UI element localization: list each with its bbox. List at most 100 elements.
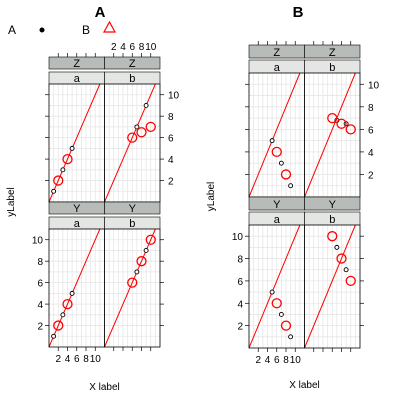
set-b-xtick-label-bottom-0: 2: [255, 355, 261, 366]
set-a-panel-y-b-strip-row: [104, 201, 161, 215]
set-a-panel-z-b-small-point-1: [143, 103, 149, 108]
set-a-panel-y-b-strip-row-label: Y: [129, 203, 137, 215]
set-a-panel-z-a-strip-row-label: Z: [73, 58, 80, 70]
set-b-panel-y-a-reference-line: [248, 224, 301, 349]
set-b-panel-y-a-strip-row-label: Y: [273, 199, 281, 211]
set-a-panel-z-a-small-point-2: [69, 145, 75, 151]
set-b-panel-y-b-strip-row: [304, 196, 361, 211]
set-b-panel-y-a-small-point-2: [288, 334, 294, 340]
set-a-panel-y-a-large-point-0: [53, 320, 64, 331]
set-a-ytick-label-top-0: 2: [168, 177, 174, 188]
set-a-xtick-label-top-3: 8: [139, 42, 145, 53]
set-a-panel-z-a-strip-col-label: a: [74, 73, 81, 85]
set-a-panel-z-b-small-point-0: [134, 124, 140, 130]
set-a-panel-y-b-strip-col-label: b: [129, 218, 135, 230]
set-a-panel-y-a-small-point-0: [51, 333, 57, 339]
set-b-xtick-label-bottom-3: 8: [283, 355, 289, 366]
set-b-panel-z-b-strip-row-label: Z: [329, 47, 336, 59]
set-b-panel-z-a-strip-row-label: Z: [273, 47, 280, 59]
set-b-ytick-label-bottom-1: 4: [237, 299, 243, 310]
set-a-ytick-label-bottom-1: 4: [37, 300, 43, 311]
set-b-panel-z-a-strip-col-label: a: [274, 62, 281, 74]
set-a-ytick-label-top-3: 8: [168, 112, 174, 123]
set-b-ytick-label-top-4: 10: [368, 80, 380, 91]
set-b-panel-z-a-reference-line: [248, 72, 301, 198]
set-a-panel-y-a-strip-row-label: Y: [73, 203, 81, 215]
set-a-panel-z-b-large-point-2: [145, 121, 156, 133]
set-b-ytick-label-bottom-0: 2: [237, 322, 243, 333]
set-a-xtick-label-bottom-4: 10: [90, 354, 102, 365]
set-b-panel-y-a-large-point-1: [280, 320, 292, 331]
set-b-panel-y-b-strip-row-label: Y: [329, 199, 337, 211]
legend-marker-dot: [39, 27, 45, 33]
set-b-title: B: [293, 4, 304, 21]
set-a-panel-z-b-strip-col-label: b: [129, 73, 135, 85]
set-b-y-axis-label: yLabel: [206, 182, 217, 211]
set-a-panel-y-a-small-point-2: [69, 290, 75, 296]
set-a-xtick-label-top-4: 10: [145, 42, 157, 53]
set-b-panel-y-b-reference-line: [304, 224, 356, 349]
legend-marker-triangle: [102, 20, 117, 33]
set-b-ytick-label-top-2: 6: [368, 125, 374, 136]
set-a-panel-z-a-small-point-0: [51, 188, 57, 194]
set-b-panel-z-b-reference-line: [304, 72, 356, 198]
set-b-panel-z-a-small-point-2: [288, 183, 294, 189]
set-b-x-axis-label: X label: [289, 380, 320, 391]
set-a-panel-z-a-reference-line: [48, 83, 101, 203]
set-b-panel-z-b-strip-col-label: b: [329, 62, 335, 74]
set-b-panel-y-b-large-point-0: [327, 231, 338, 242]
set-b-panel-y-b-strip-col-label: b: [329, 214, 335, 226]
set-a-ytick-label-top-4: 10: [168, 91, 180, 102]
set-b-ytick-label-top-3: 8: [368, 103, 374, 114]
set-a-x-axis-label: X label: [89, 382, 120, 393]
set-a-panel-z-a-small-point-1: [60, 167, 66, 173]
set-a-panel-y-a-large-point-1: [62, 298, 73, 310]
set-b-panel-y-a-small-point-1: [278, 312, 284, 317]
set-a-panel-z-b-large-point-0: [127, 132, 138, 143]
set-a-xtick-label-bottom-0: 2: [55, 354, 61, 365]
set-a-panel-y-b-small-point-1: [143, 248, 149, 253]
set-a-xtick-label-top-0: 2: [111, 42, 117, 53]
set-a-ytick-label-bottom-2: 6: [37, 279, 43, 290]
set-b-panel-y-a-small-point-0: [269, 289, 275, 295]
set-a-panel-z-b-strip-row-label: Z: [129, 58, 136, 70]
set-b-ytick-label-bottom-2: 6: [237, 277, 243, 288]
set-a-panel-z-b-large-point-1: [136, 127, 147, 138]
set-a-panel-y-b-large-point-2: [145, 234, 156, 245]
set-a-ytick-label-bottom-3: 8: [37, 257, 43, 268]
set-b-panel-z-a-large-point-1: [280, 169, 292, 180]
set-a-xtick-label-top-2: 6: [129, 42, 135, 53]
set-b-panel-z-a-large-point-0: [271, 146, 282, 158]
set-a-title: A: [95, 4, 106, 21]
set-b-xtick-label-bottom-4: 10: [290, 355, 302, 366]
set-b-ytick-label-top-1: 4: [368, 148, 374, 159]
set-b-xtick-label-bottom-1: 4: [265, 355, 271, 366]
set-a-panel-y-b-large-point-0: [127, 277, 138, 288]
set-b-panel-z-a-small-point-1: [278, 160, 284, 166]
set-a-xtick-label-bottom-1: 4: [65, 354, 71, 365]
set-b-panel-z-b-large-point-1: [336, 118, 347, 129]
set-a-panel-y-b-small-point-0: [134, 269, 140, 275]
set-a-panel-z-a-large-point-1: [62, 153, 73, 165]
set-a-panel-z-a-large-point-0: [53, 175, 64, 186]
legend-label-a: A: [8, 23, 16, 37]
set-b-panel-y-a-large-point-0: [271, 298, 282, 309]
set-b-panel-y-a-strip-col-label: a: [274, 214, 281, 226]
set-a-y-axis-label: yLabel: [6, 187, 17, 216]
set-b-xtick-label-bottom-2: 6: [274, 355, 280, 366]
set-a-ytick-label-top-2: 6: [168, 134, 174, 145]
set-a-ytick-label-top-1: 4: [168, 155, 174, 166]
set-b-ytick-label-top-0: 2: [368, 170, 374, 181]
set-b-panel-z-b-large-point-0: [327, 112, 338, 124]
set-b-ytick-label-bottom-3: 8: [237, 255, 243, 266]
set-a-xtick-label-bottom-3: 8: [83, 354, 89, 365]
set-b-panel-y-b-small-point-1: [343, 267, 349, 273]
legend-label-b: B: [82, 23, 90, 37]
set-a-panel-y-a-reference-line: [48, 228, 101, 348]
set-b-ytick-label-bottom-4: 10: [232, 232, 244, 243]
set-b-panel-y-b-large-point-1: [336, 253, 347, 264]
set-b-panel-z-b-large-point-2: [345, 124, 356, 135]
set-a-panel-y-b-large-point-1: [136, 256, 147, 267]
set-a-xtick-label-top-1: 4: [120, 42, 126, 53]
